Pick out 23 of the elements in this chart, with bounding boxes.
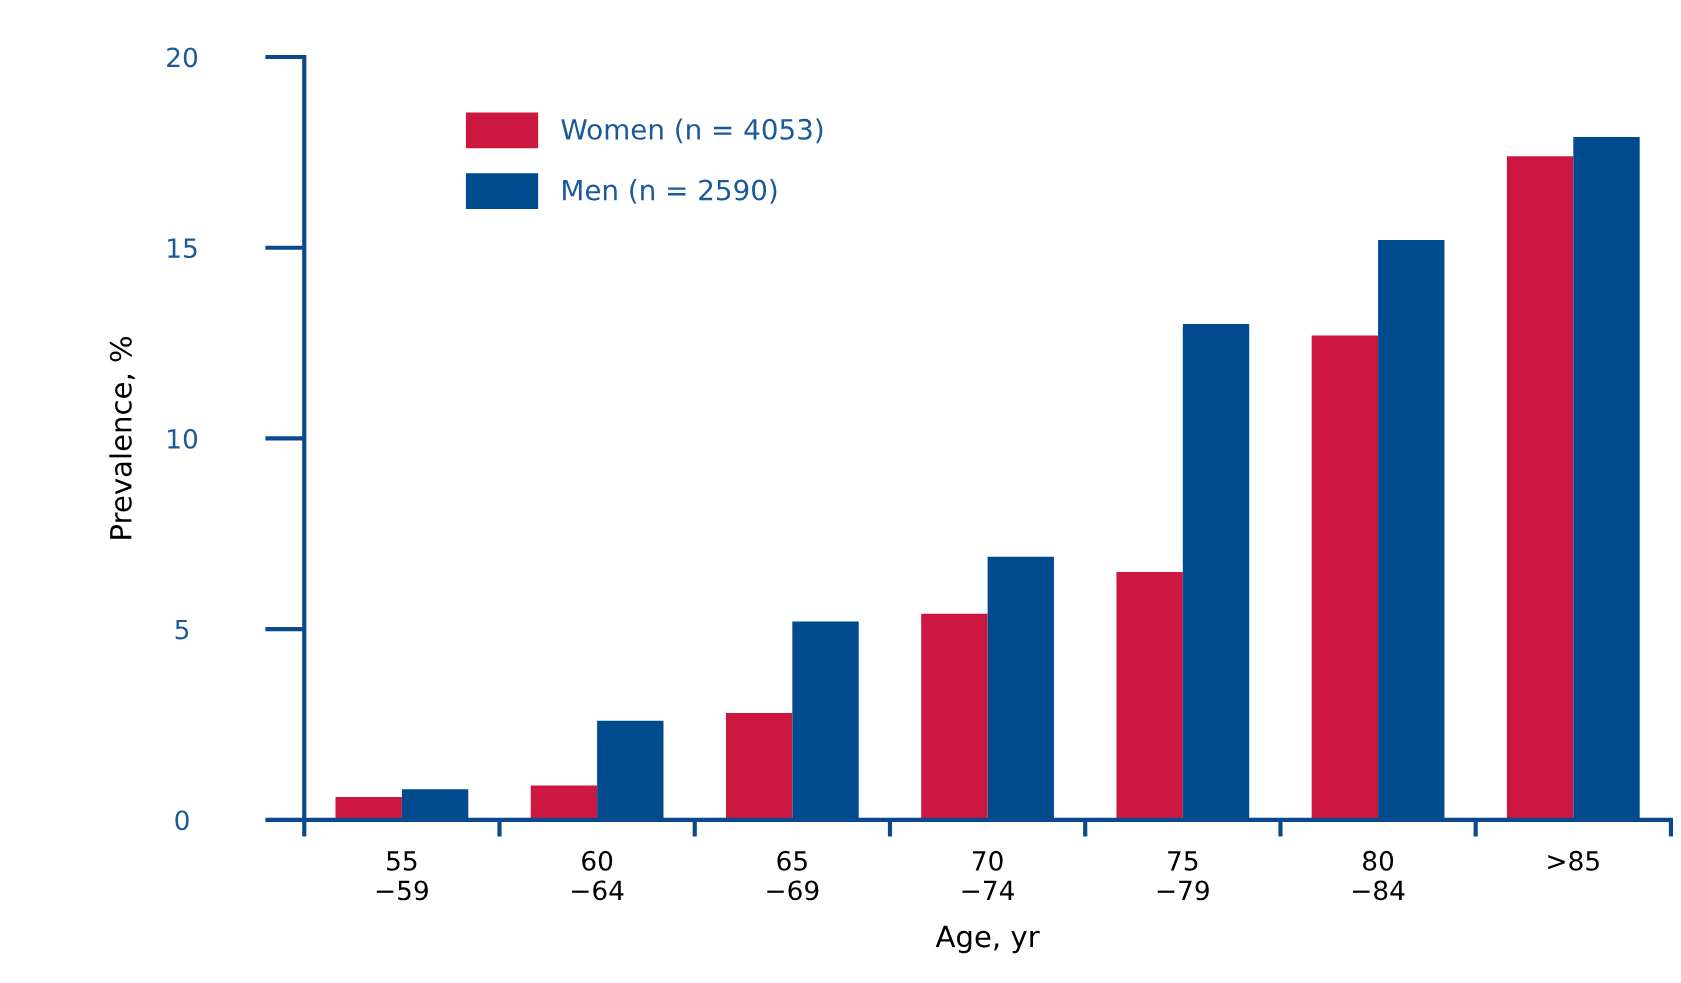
y-tick-label: 10 — [168, 428, 198, 449]
x-tick-label: 75 −79 — [1157, 851, 1209, 901]
y-tick-label: 15 — [168, 238, 197, 259]
x-tick-label: 70 −74 — [962, 850, 1014, 900]
x-tick-label: 80 −84 — [1353, 850, 1405, 901]
x-axis-title: Age, yr — [935, 925, 1040, 954]
bar — [1311, 335, 1379, 820]
bar — [1506, 156, 1574, 820]
y-tick-label: 5 — [175, 619, 189, 640]
y-axis-title: Prevalence, % — [109, 336, 135, 539]
bar — [1116, 571, 1183, 820]
bar — [335, 796, 402, 820]
bar — [921, 613, 988, 820]
legend-label: Men (n = 2590) — [563, 179, 777, 204]
bar — [530, 785, 598, 820]
x-tick-label: 60 −64 — [572, 850, 624, 901]
bar — [725, 713, 793, 820]
y-tick-label: 20 — [167, 47, 198, 68]
x-tick-label: 65 −69 — [767, 850, 819, 901]
legend-label: Women (n = 4053) — [561, 118, 823, 144]
x-tick-label: 55 −59 — [376, 851, 428, 901]
y-tick-label: 0 — [175, 810, 189, 831]
x-tick-label: >85 — [1548, 850, 1599, 871]
